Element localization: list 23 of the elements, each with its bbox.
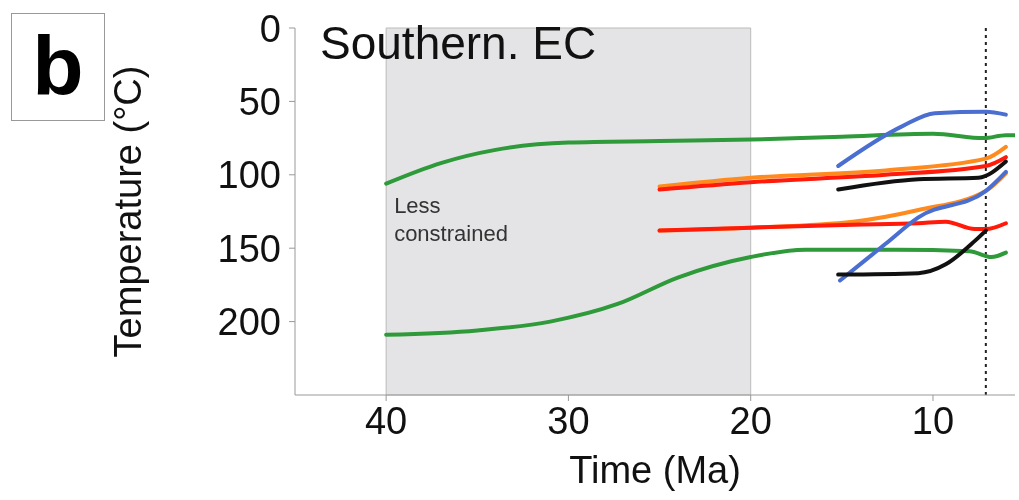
y-tick-label: 200 [217, 301, 281, 344]
y-tick-label: 150 [217, 227, 281, 270]
line-series [657, 219, 1008, 233]
line-series [384, 131, 1015, 186]
x-tick-label: 30 [547, 399, 590, 442]
x-axis-title: Time (Ma) [569, 449, 741, 491]
y-tick-label: 100 [217, 154, 281, 197]
line-series [836, 228, 988, 277]
y-axis-title: Temperature (°C) [107, 65, 150, 358]
line-series [657, 155, 1008, 192]
x-tick-label: 20 [729, 399, 772, 442]
line-series [657, 144, 1008, 189]
panel-letter: b [11, 13, 105, 121]
band-label: Less constrained [394, 193, 508, 246]
chart-title: Southern. EC [320, 16, 597, 70]
x-tick-label: 10 [911, 399, 955, 442]
line-series [838, 169, 1008, 283]
y-tick-label: 50 [238, 80, 281, 123]
line-series [384, 247, 1008, 337]
y-tick-label: 0 [259, 7, 281, 50]
line-series [836, 159, 1008, 192]
line-series [836, 109, 1008, 168]
x-tick-label: 40 [365, 399, 408, 442]
